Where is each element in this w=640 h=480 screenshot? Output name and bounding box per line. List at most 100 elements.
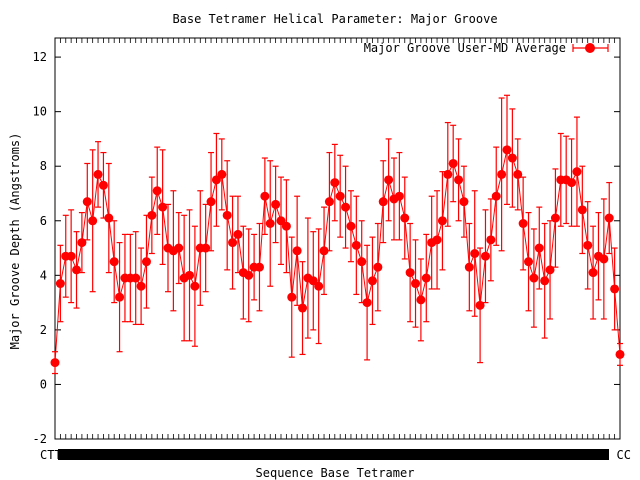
y-tick-label: 4 — [40, 268, 47, 282]
data-point — [77, 238, 87, 248]
data-point — [93, 169, 103, 179]
data-point — [55, 279, 65, 289]
data-point — [351, 240, 361, 250]
y-tick-label: 12 — [33, 50, 47, 64]
data-point — [459, 197, 469, 207]
data-point — [610, 284, 620, 294]
series-line — [54, 148, 621, 363]
data-point — [265, 218, 275, 228]
y-axis-ticks: -2 0 2 4 6 8 10 12 — [33, 50, 620, 446]
data-point — [190, 281, 200, 291]
x-tick-label-last: CC — [617, 448, 631, 462]
data-point — [88, 216, 98, 226]
data-point — [260, 191, 270, 201]
x-axis-label: Sequence Base Tetramer — [256, 466, 415, 480]
data-point — [335, 191, 345, 201]
data-point — [421, 273, 431, 283]
y-tick-label: 8 — [40, 159, 47, 173]
data-point — [50, 358, 60, 368]
data-points — [50, 145, 625, 368]
data-point — [287, 292, 297, 302]
data-point — [567, 178, 577, 188]
data-point — [540, 276, 550, 286]
data-point — [534, 243, 544, 253]
data-point — [98, 180, 108, 190]
data-point — [577, 205, 587, 215]
y-tick-label: 0 — [40, 377, 47, 391]
data-point — [104, 213, 114, 223]
data-point — [432, 235, 442, 245]
y-tick-label: 10 — [33, 105, 47, 119]
x-tick-labels-band — [58, 449, 609, 460]
data-point — [281, 221, 291, 231]
data-point — [109, 257, 119, 267]
data-point — [244, 270, 254, 280]
data-point — [507, 153, 517, 163]
data-point — [497, 169, 507, 179]
data-point — [588, 268, 598, 278]
data-point — [66, 251, 76, 261]
data-point — [513, 169, 523, 179]
data-point — [298, 303, 308, 313]
data-point — [583, 240, 593, 250]
data-point — [416, 295, 426, 305]
data-point — [615, 349, 625, 359]
data-point — [411, 279, 421, 289]
data-point — [405, 268, 415, 278]
data-point — [341, 202, 351, 212]
x-axis-ticks — [54, 38, 621, 460]
data-point — [550, 213, 560, 223]
data-point — [346, 221, 356, 231]
data-point — [604, 213, 614, 223]
data-point — [480, 251, 490, 261]
data-point — [400, 213, 410, 223]
data-point — [292, 246, 302, 256]
data-point — [158, 202, 168, 212]
data-point — [394, 191, 404, 201]
data-point — [545, 265, 555, 275]
data-point — [384, 175, 394, 185]
data-point — [470, 249, 480, 259]
data-point — [141, 257, 151, 267]
y-tick-label: -2 — [33, 432, 47, 446]
error-bars — [52, 94, 623, 375]
data-point — [115, 292, 125, 302]
data-point — [314, 281, 324, 291]
data-point — [454, 175, 464, 185]
data-point — [437, 216, 447, 226]
data-point — [529, 273, 539, 283]
data-point — [448, 158, 458, 168]
data-point — [206, 197, 216, 207]
data-point — [201, 243, 211, 253]
data-point — [147, 210, 157, 220]
legend-marker — [585, 43, 595, 53]
data-point — [491, 191, 501, 201]
data-point — [185, 270, 195, 280]
data-point — [228, 238, 238, 248]
data-point — [518, 218, 528, 228]
data-point — [524, 257, 534, 267]
data-point — [131, 273, 141, 283]
data-point — [362, 298, 372, 308]
legend: Major Groove User-MD Average — [364, 41, 609, 55]
data-point — [502, 145, 512, 155]
y-tick-label: 6 — [40, 214, 47, 228]
data-point — [443, 169, 453, 179]
data-point — [136, 281, 146, 291]
data-point — [82, 197, 92, 207]
data-point — [324, 197, 334, 207]
data-point — [271, 199, 281, 209]
data-point — [233, 229, 243, 239]
data-point — [464, 262, 474, 272]
data-point — [486, 235, 496, 245]
data-point — [217, 169, 227, 179]
y-tick-label: 2 — [40, 323, 47, 337]
data-point — [357, 257, 367, 267]
legend-label: Major Groove User-MD Average — [364, 41, 566, 55]
data-point — [599, 254, 609, 264]
data-point — [152, 186, 162, 196]
data-point — [330, 178, 340, 188]
data-point — [373, 262, 383, 272]
chart-title: Base Tetramer Helical Parameter: Major G… — [172, 12, 497, 26]
